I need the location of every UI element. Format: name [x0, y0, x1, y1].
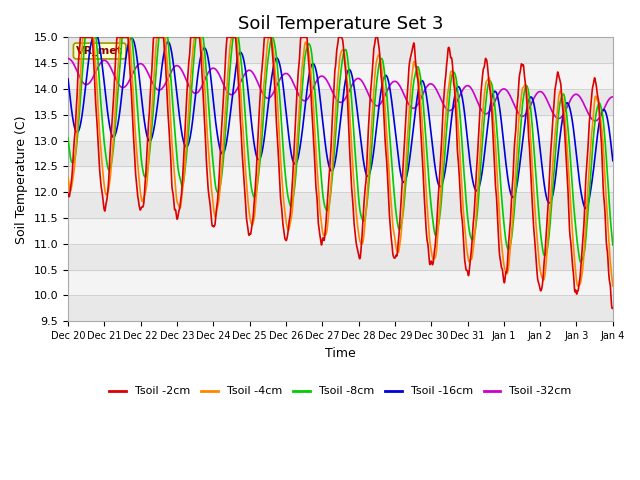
X-axis label: Time: Time	[325, 347, 356, 360]
Bar	[68, 89, 613, 115]
Title: Soil Temperature Set 3: Soil Temperature Set 3	[237, 15, 443, 33]
Bar	[68, 115, 613, 141]
Bar	[68, 218, 613, 244]
Bar	[68, 192, 613, 218]
Bar	[68, 167, 613, 192]
Text: VR_met: VR_met	[76, 46, 123, 56]
Bar	[68, 244, 613, 270]
Bar	[68, 37, 613, 63]
Y-axis label: Soil Temperature (C): Soil Temperature (C)	[15, 115, 28, 243]
Bar	[68, 296, 613, 321]
Bar	[68, 270, 613, 296]
Bar	[68, 63, 613, 89]
Bar	[68, 141, 613, 167]
Legend: Tsoil -2cm, Tsoil -4cm, Tsoil -8cm, Tsoil -16cm, Tsoil -32cm: Tsoil -2cm, Tsoil -4cm, Tsoil -8cm, Tsoi…	[105, 382, 576, 401]
